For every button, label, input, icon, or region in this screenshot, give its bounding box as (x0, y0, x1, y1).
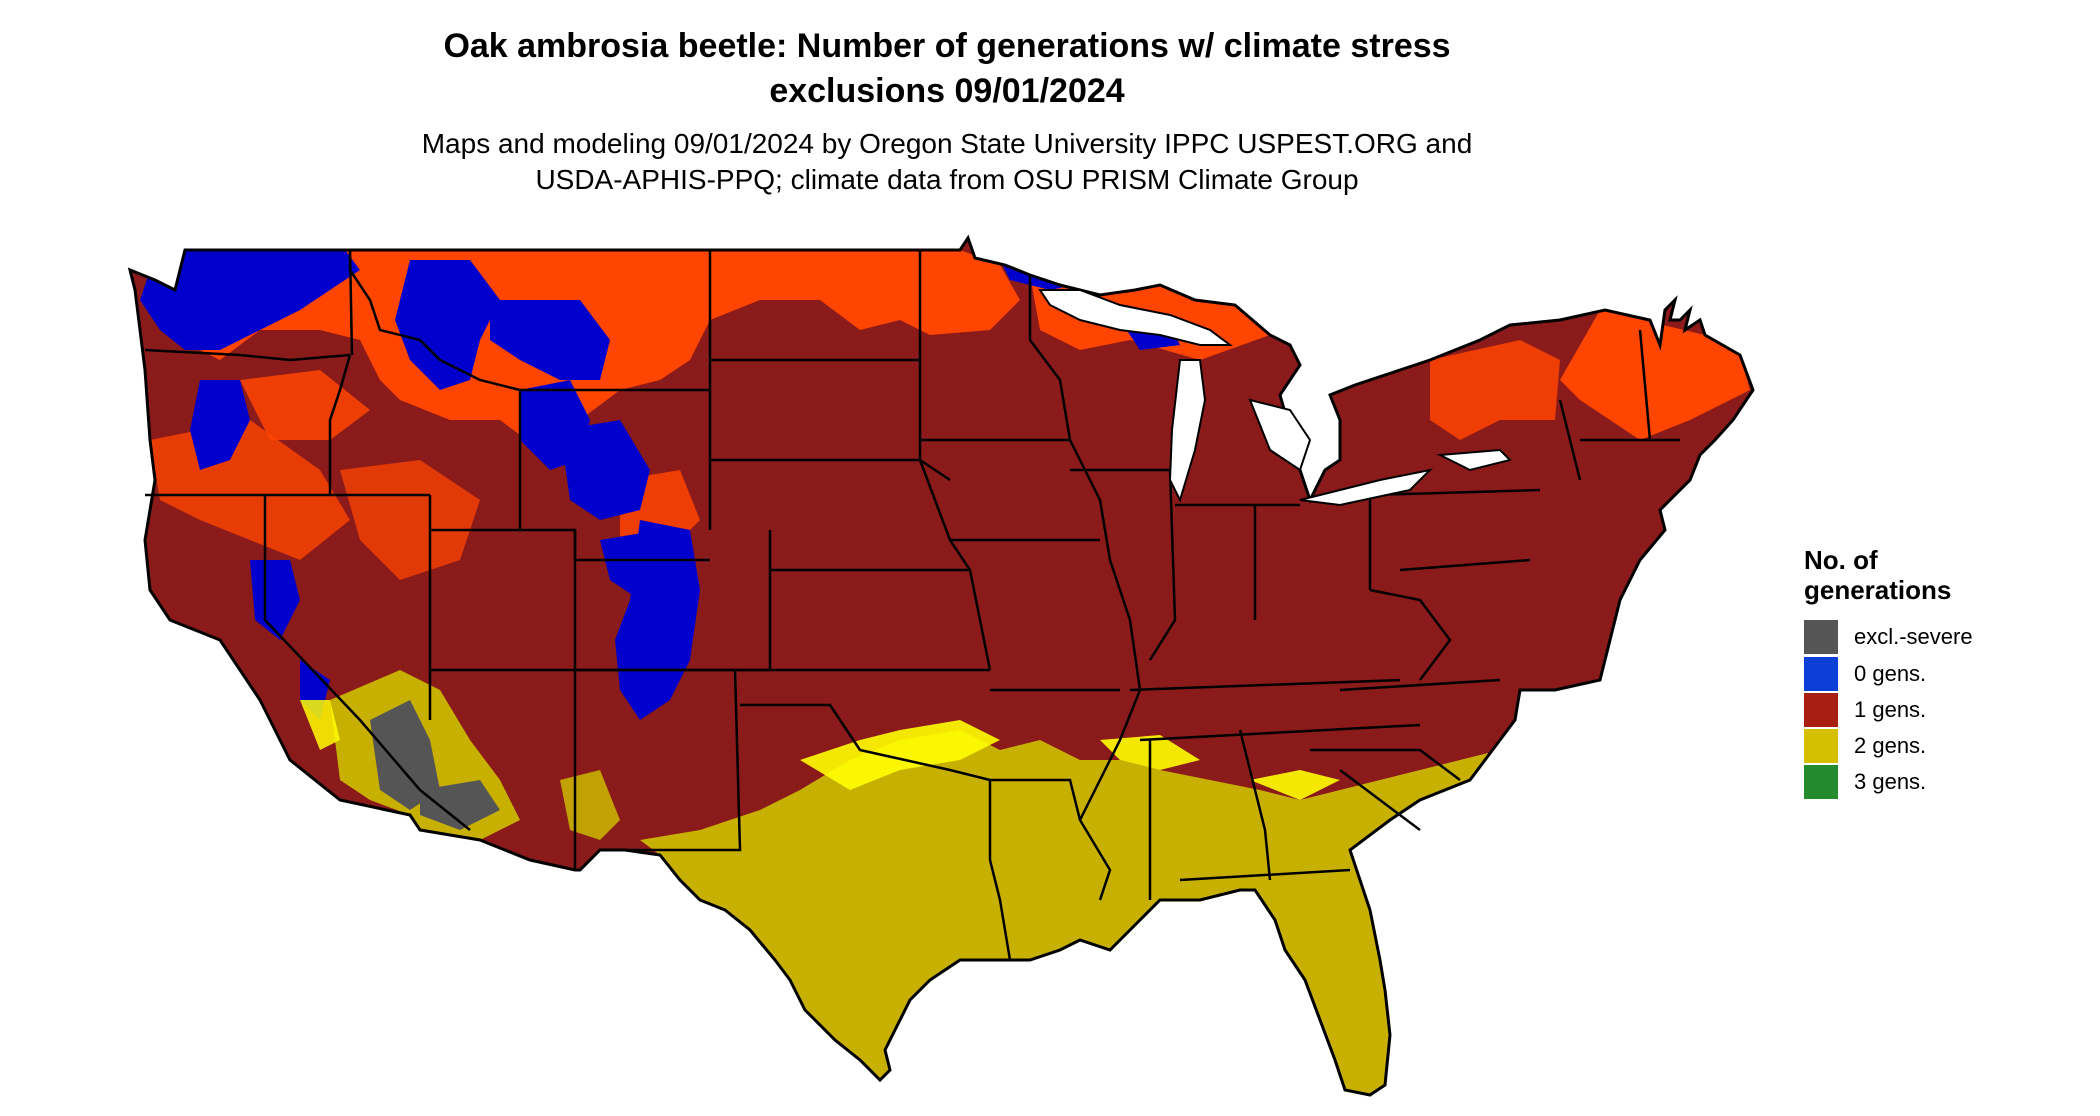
legend-swatch-0-gens (1804, 657, 1838, 691)
map-title-line1: Oak ambrosia beetle: Number of generatio… (443, 27, 1451, 65)
legend-item-excl-severe: excl.-severe (1804, 620, 2044, 654)
legend-item-3-gens: 3 gens. (1804, 765, 2044, 799)
legend-swatch-excl-severe (1804, 620, 1838, 654)
legend-label-0-gens: 0 gens. (1854, 661, 1927, 686)
legend-title-line2: generations (1804, 575, 1952, 605)
legend-item-0-gens: 0 gens. (1804, 657, 2044, 691)
legend-swatch-2-gens (1804, 729, 1838, 763)
map-subtitle-line2: USDA-APHIS-PPQ; climate data from OSU PR… (535, 164, 1359, 195)
legend-label-2-gens: 2 gens. (1854, 733, 1927, 758)
legend-swatch-3-gens (1804, 765, 1838, 799)
map-subtitle-line1: Maps and modeling 09/01/2024 by Oregon S… (421, 128, 1473, 159)
legend-label-excl-severe: excl.-severe (1854, 624, 1973, 649)
legend-label-1-gens: 1 gens. (1854, 697, 1927, 722)
legend-item-2-gens: 2 gens. (1804, 729, 2044, 763)
legend-title-line1: No. of (1804, 545, 1878, 575)
map-title-line2: exclusions 09/01/2024 (769, 72, 1125, 110)
legend-item-1-gens: 1 gens. (1804, 693, 2044, 727)
legend-label-3-gens: 3 gens. (1854, 769, 1927, 794)
legend-swatch-1-gens (1804, 693, 1838, 727)
